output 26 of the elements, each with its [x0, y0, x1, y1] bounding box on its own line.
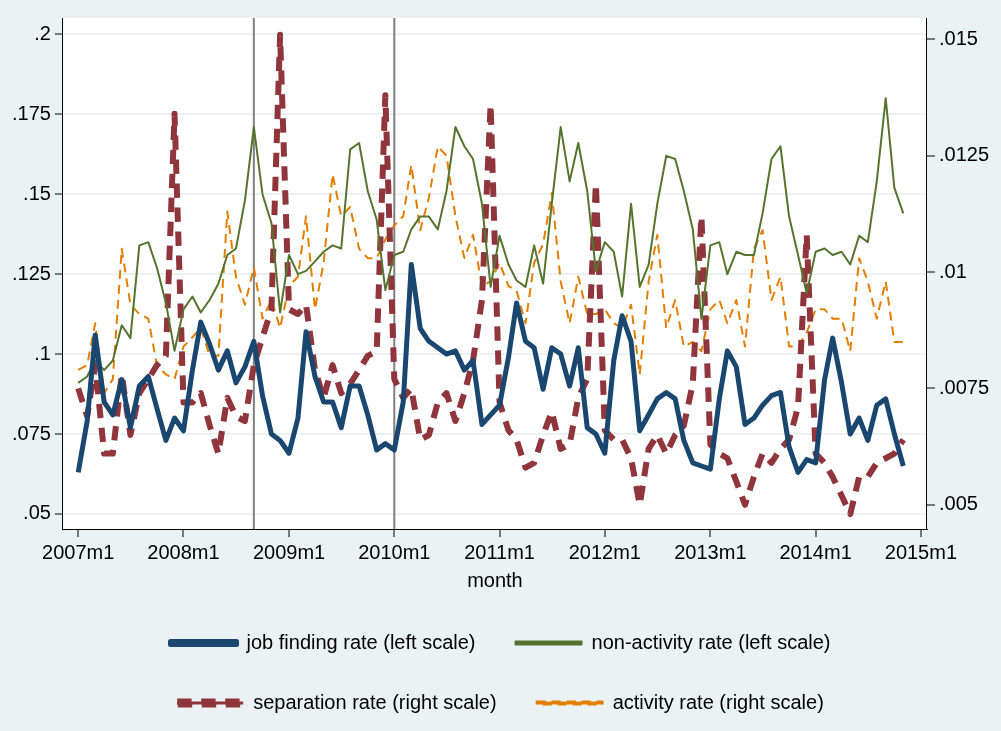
legend-label: non-activity rate (left scale)	[591, 630, 831, 653]
x-tick-label: 2007m1	[42, 540, 115, 563]
y2-tick-label: .0075	[938, 375, 990, 398]
legend-label: job finding rate (left scale)	[245, 630, 476, 653]
y2-tick-label: .0125	[938, 143, 990, 166]
x-tick-label: 2009m1	[252, 540, 326, 563]
legend-label: separation rate (right scale)	[253, 690, 497, 713]
y-tick-label: .1	[34, 341, 51, 364]
legend-label: activity rate (right scale)	[612, 690, 824, 713]
x-tick-label: 2010m1	[358, 540, 431, 563]
x-tick-label: 2011m1	[464, 540, 535, 563]
y2-tick-label: .015	[938, 26, 978, 49]
y-tick-label: .075	[11, 421, 51, 444]
x-tick-label: 2014m1	[779, 540, 852, 563]
y2-tick-label: .005	[938, 492, 978, 515]
y-tick-label: .2	[34, 21, 51, 44]
y-tick-label: .125	[11, 261, 51, 284]
x-axis-title: month	[467, 568, 523, 591]
x-tick-label: 2012m1	[568, 540, 641, 563]
y-tick-label: .15	[23, 181, 51, 204]
x-tick-label: 2008m1	[147, 540, 220, 563]
y-tick-label: .175	[11, 101, 51, 124]
y2-tick-label: .01	[938, 259, 967, 282]
y-tick-label: .05	[23, 501, 51, 524]
x-tick-label: 2013m1	[674, 540, 747, 563]
x-tick-label: 2015m1	[884, 540, 958, 563]
